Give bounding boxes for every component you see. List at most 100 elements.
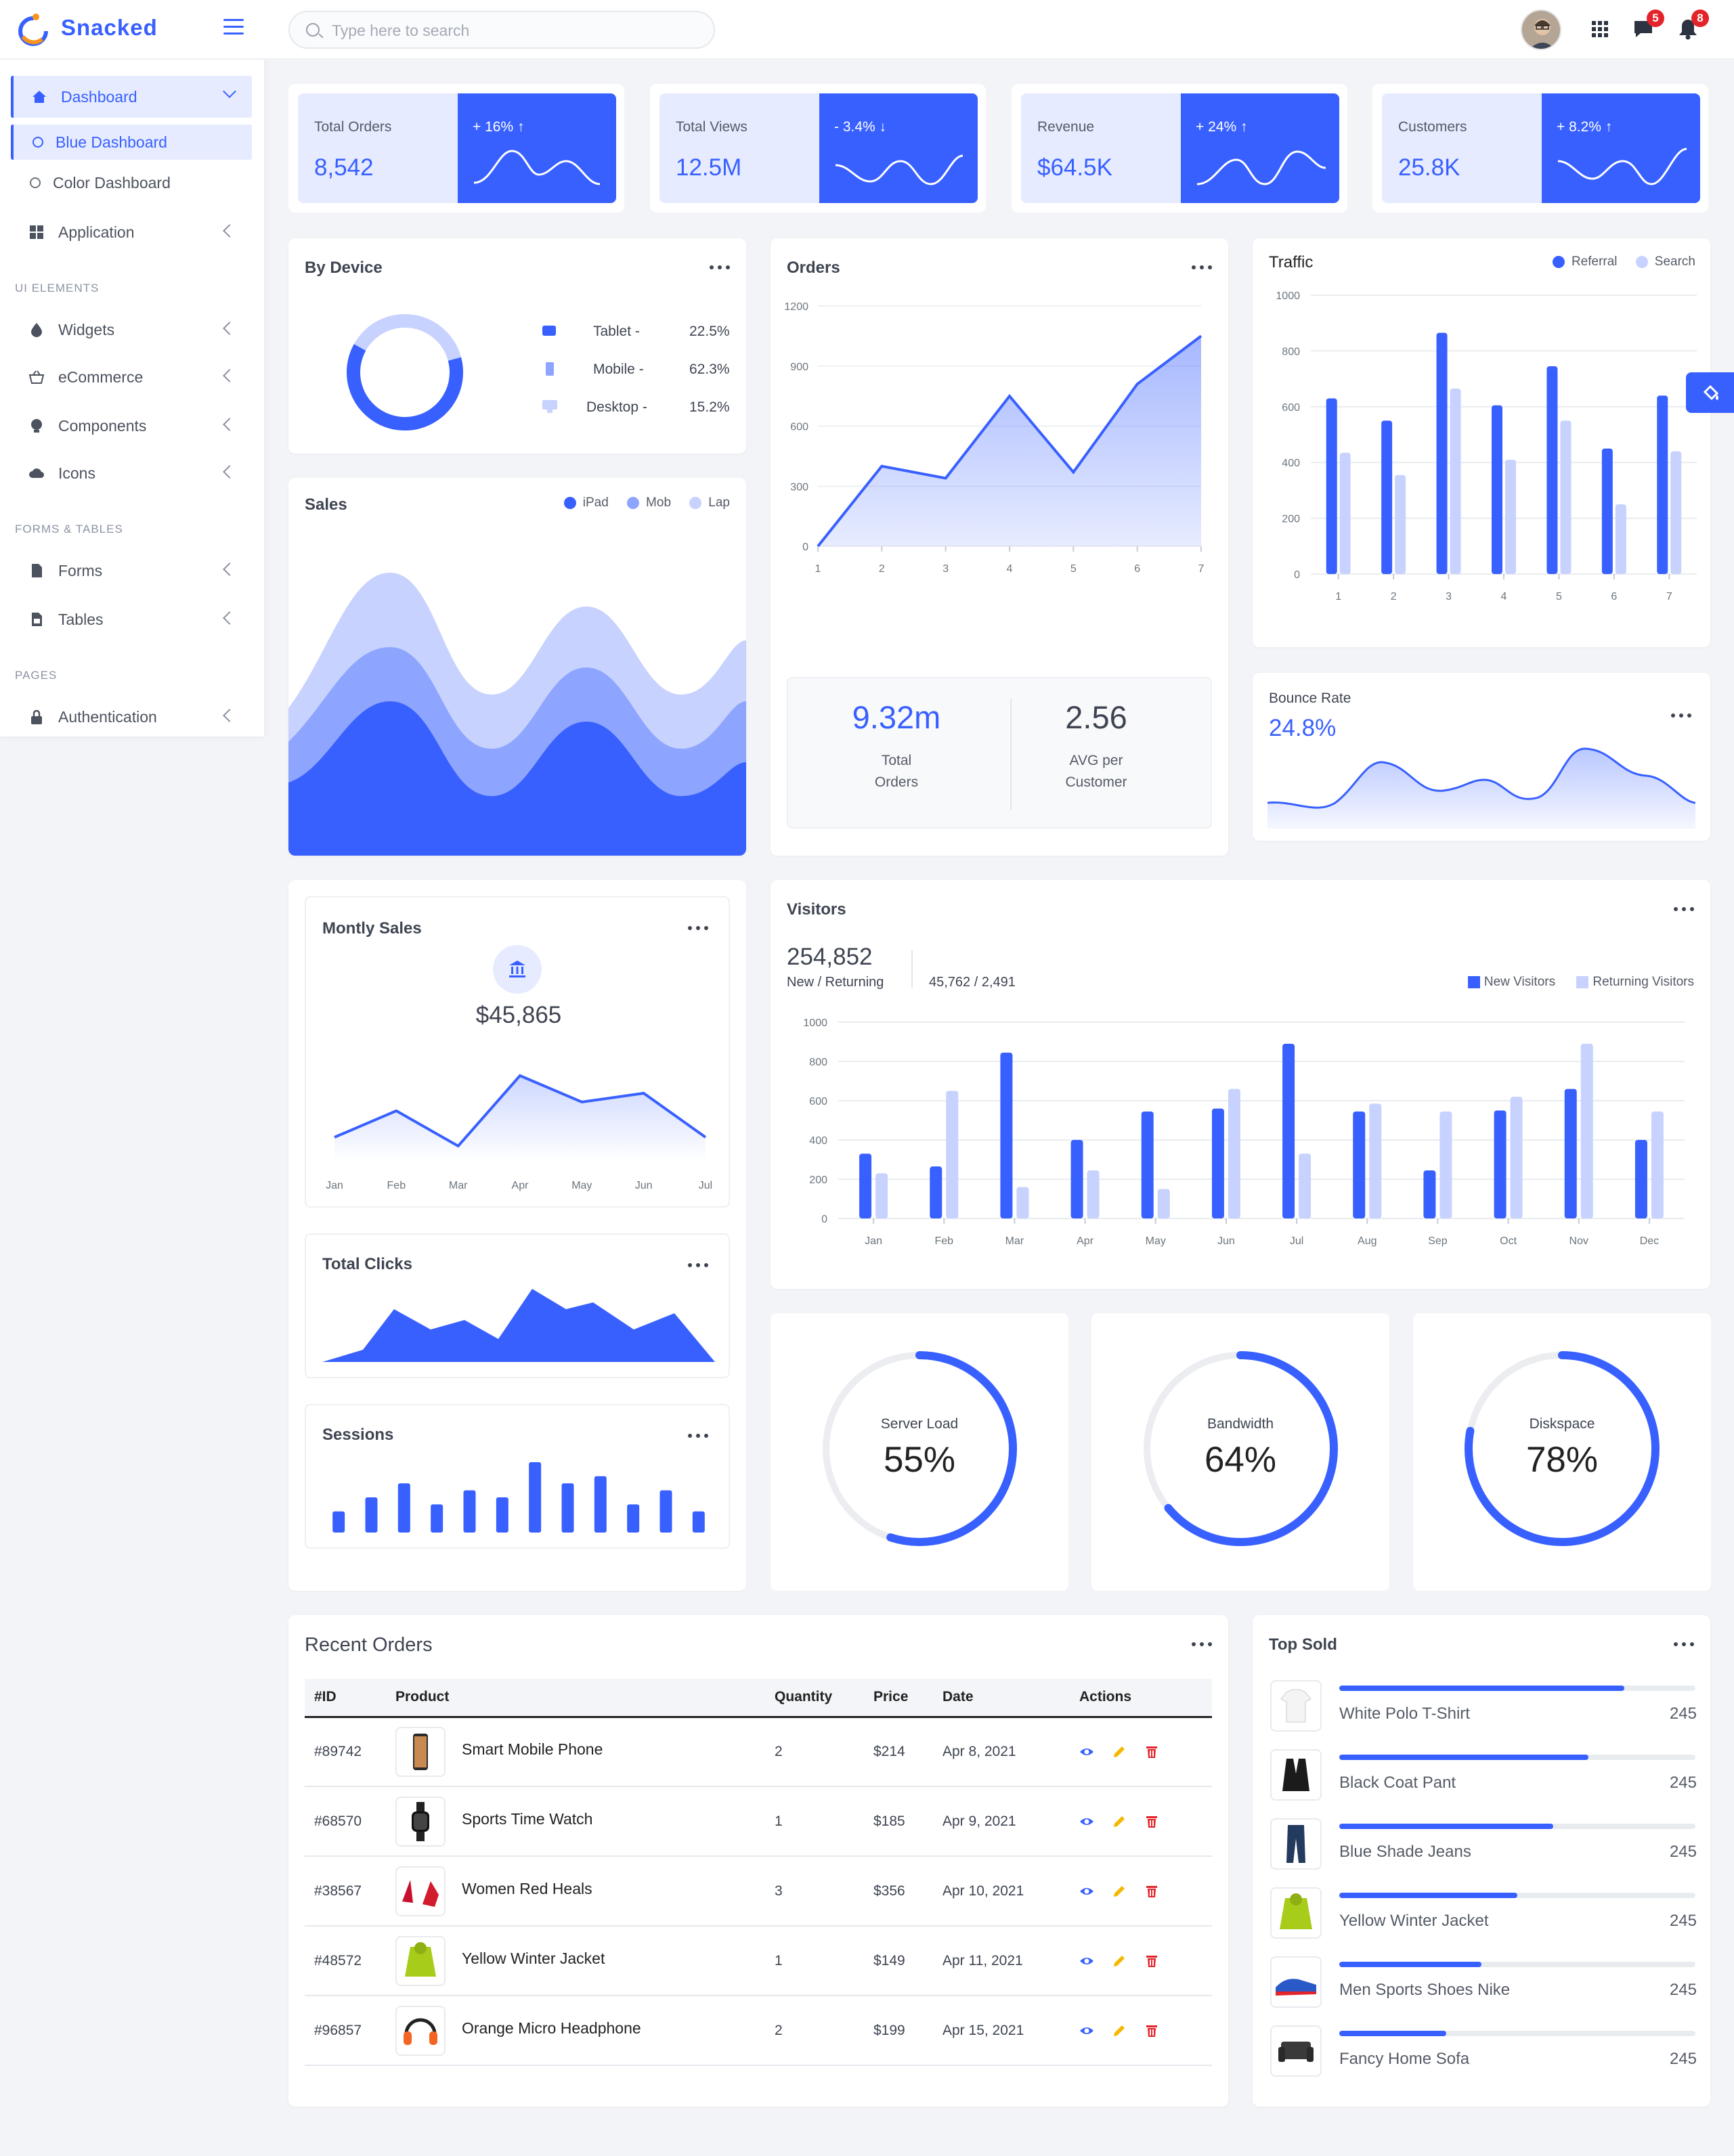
bar-returning-visitors[interactable] <box>946 1091 959 1219</box>
edit-icon[interactable] <box>1112 2023 1127 2038</box>
bar-returning-visitors[interactable] <box>1651 1111 1664 1218</box>
sidebar-item-application[interactable]: Application <box>11 211 252 253</box>
session-bar[interactable] <box>529 1462 542 1533</box>
view-icon[interactable] <box>1079 1814 1094 1829</box>
view-icon[interactable] <box>1079 2023 1094 2038</box>
delete-icon[interactable] <box>1144 2023 1159 2038</box>
bar-returning-visitors[interactable] <box>1087 1170 1100 1218</box>
session-bar[interactable] <box>692 1511 705 1533</box>
top-sold-item[interactable]: Black Coat Pant 245 <box>1270 1749 1697 1803</box>
edit-icon[interactable] <box>1112 1744 1127 1759</box>
session-bar[interactable] <box>332 1511 345 1533</box>
top-sold-item[interactable]: Men Sports Shoes Nike 245 <box>1270 1956 1697 2010</box>
bar-new-visitors[interactable] <box>1564 1088 1577 1218</box>
more-icon[interactable] <box>710 265 730 271</box>
more-icon[interactable] <box>688 1263 708 1269</box>
messages-button[interactable]: 5 <box>1632 9 1664 41</box>
bar-returning-visitors[interactable] <box>1228 1088 1240 1218</box>
table-row[interactable]: #68570 Sports Time Watch 1 $185 Apr 9, 2021 <box>305 1786 1212 1856</box>
delete-icon[interactable] <box>1144 1744 1159 1759</box>
top-sold-item[interactable]: Blue Shade Jeans 245 <box>1270 1818 1697 1872</box>
bar-new-visitors[interactable] <box>930 1166 942 1218</box>
product-name[interactable]: Smart Mobile Phone <box>462 1740 603 1758</box>
session-bar[interactable] <box>627 1504 640 1533</box>
sidebar-item-blue-dashboard[interactable]: Blue Dashboard <box>11 125 252 160</box>
bar-returning-visitors[interactable] <box>1299 1153 1312 1218</box>
bar-new-visitors[interactable] <box>1282 1043 1295 1218</box>
search-input[interactable] <box>332 19 697 42</box>
more-icon[interactable] <box>688 926 708 931</box>
sidebar-item-authentication[interactable]: Authentication <box>11 696 252 738</box>
product-name[interactable]: Sports Time Watch <box>462 1809 593 1828</box>
sidebar-item-icons[interactable]: Icons <box>11 452 252 494</box>
more-icon[interactable] <box>1674 1642 1694 1648</box>
more-icon[interactable] <box>1674 907 1694 912</box>
bar-search[interactable] <box>1450 389 1461 574</box>
session-bar[interactable] <box>561 1483 574 1533</box>
sidebar-item-tables[interactable]: Tables <box>11 598 252 640</box>
bar-referral[interactable] <box>1657 395 1668 574</box>
bar-new-visitors[interactable] <box>1000 1052 1013 1218</box>
avatar[interactable] <box>1521 9 1561 50</box>
delete-icon[interactable] <box>1144 1884 1159 1899</box>
table-row[interactable]: #96857 Orange Micro Headphone 2 $199 Apr 15,… <box>305 1996 1212 2065</box>
bar-referral[interactable] <box>1546 366 1558 574</box>
product-name[interactable]: Orange Micro Headphone <box>462 2019 641 2037</box>
bar-search[interactable] <box>1505 460 1516 574</box>
bar-search[interactable] <box>1560 420 1572 574</box>
more-icon[interactable] <box>1192 265 1212 271</box>
bar-search[interactable] <box>1615 504 1626 574</box>
view-icon[interactable] <box>1079 1954 1094 1968</box>
sidebar-item-forms[interactable]: Forms <box>11 550 252 592</box>
bar-new-visitors[interactable] <box>1634 1140 1647 1218</box>
edit-icon[interactable] <box>1112 1884 1127 1899</box>
delete-icon[interactable] <box>1144 1814 1159 1829</box>
product-name[interactable]: Women Red Heals <box>462 1879 592 1897</box>
top-sold-item[interactable]: White Polo T-Shirt 245 <box>1270 1680 1697 1734</box>
bar-returning-visitors[interactable] <box>875 1173 888 1218</box>
bar-new-visitors[interactable] <box>1141 1111 1154 1218</box>
more-icon[interactable] <box>1192 1642 1212 1648</box>
bar-referral[interactable] <box>1601 448 1613 574</box>
session-bar[interactable] <box>594 1476 607 1533</box>
top-sold-item[interactable]: Yellow Winter Jacket 245 <box>1270 1887 1697 1941</box>
sidebar-item-color-dashboard[interactable]: Color Dashboard <box>11 165 252 200</box>
table-row[interactable]: #38567 Women Red Heals 3 $356 Apr 10, 2021 <box>305 1856 1212 1926</box>
bar-new-visitors[interactable] <box>1211 1108 1224 1218</box>
bar-new-visitors[interactable] <box>859 1153 872 1218</box>
top-sold-item[interactable]: Fancy Home Sofa 245 <box>1270 2025 1697 2080</box>
settings-float-button[interactable] <box>1686 372 1734 413</box>
app-name[interactable]: Snacked <box>61 15 158 40</box>
view-icon[interactable] <box>1079 1884 1094 1899</box>
sidebar-item-widgets[interactable]: Widgets <box>11 309 252 351</box>
bar-new-visitors[interactable] <box>1494 1110 1507 1219</box>
bar-search[interactable] <box>1395 475 1406 574</box>
session-bar[interactable] <box>463 1490 476 1533</box>
session-bar[interactable] <box>365 1497 378 1533</box>
bar-new-visitors[interactable] <box>1070 1140 1083 1218</box>
bar-new-visitors[interactable] <box>1353 1111 1366 1218</box>
sidebar-item-dashboard[interactable]: Dashboard <box>11 76 252 118</box>
more-icon[interactable] <box>688 1434 708 1439</box>
bar-returning-visitors[interactable] <box>1510 1097 1523 1218</box>
sidebar-item-components[interactable]: Components <box>11 405 252 447</box>
table-row[interactable]: #89742 Smart Mobile Phone 2 $214 Apr 8, 2021 <box>305 1717 1212 1786</box>
session-bar[interactable] <box>659 1490 672 1533</box>
bar-returning-visitors[interactable] <box>1580 1043 1593 1218</box>
bar-search[interactable] <box>1339 452 1351 574</box>
bar-referral[interactable] <box>1381 420 1393 574</box>
bar-returning-visitors[interactable] <box>1369 1103 1382 1218</box>
delete-icon[interactable] <box>1144 1954 1159 1968</box>
bar-returning-visitors[interactable] <box>1157 1189 1170 1219</box>
bar-returning-visitors[interactable] <box>1016 1187 1029 1218</box>
bar-new-visitors[interactable] <box>1423 1170 1436 1218</box>
apps-grid-icon[interactable] <box>1588 18 1611 41</box>
edit-icon[interactable] <box>1112 1814 1127 1829</box>
more-icon[interactable] <box>1671 713 1691 719</box>
bar-referral[interactable] <box>1492 405 1502 574</box>
view-icon[interactable] <box>1079 1744 1094 1759</box>
session-bar[interactable] <box>431 1504 443 1533</box>
sidebar-item-ecommerce[interactable]: eCommerce <box>11 356 252 398</box>
notifications-button[interactable]: 8 <box>1676 9 1709 41</box>
session-bar[interactable] <box>496 1497 508 1533</box>
